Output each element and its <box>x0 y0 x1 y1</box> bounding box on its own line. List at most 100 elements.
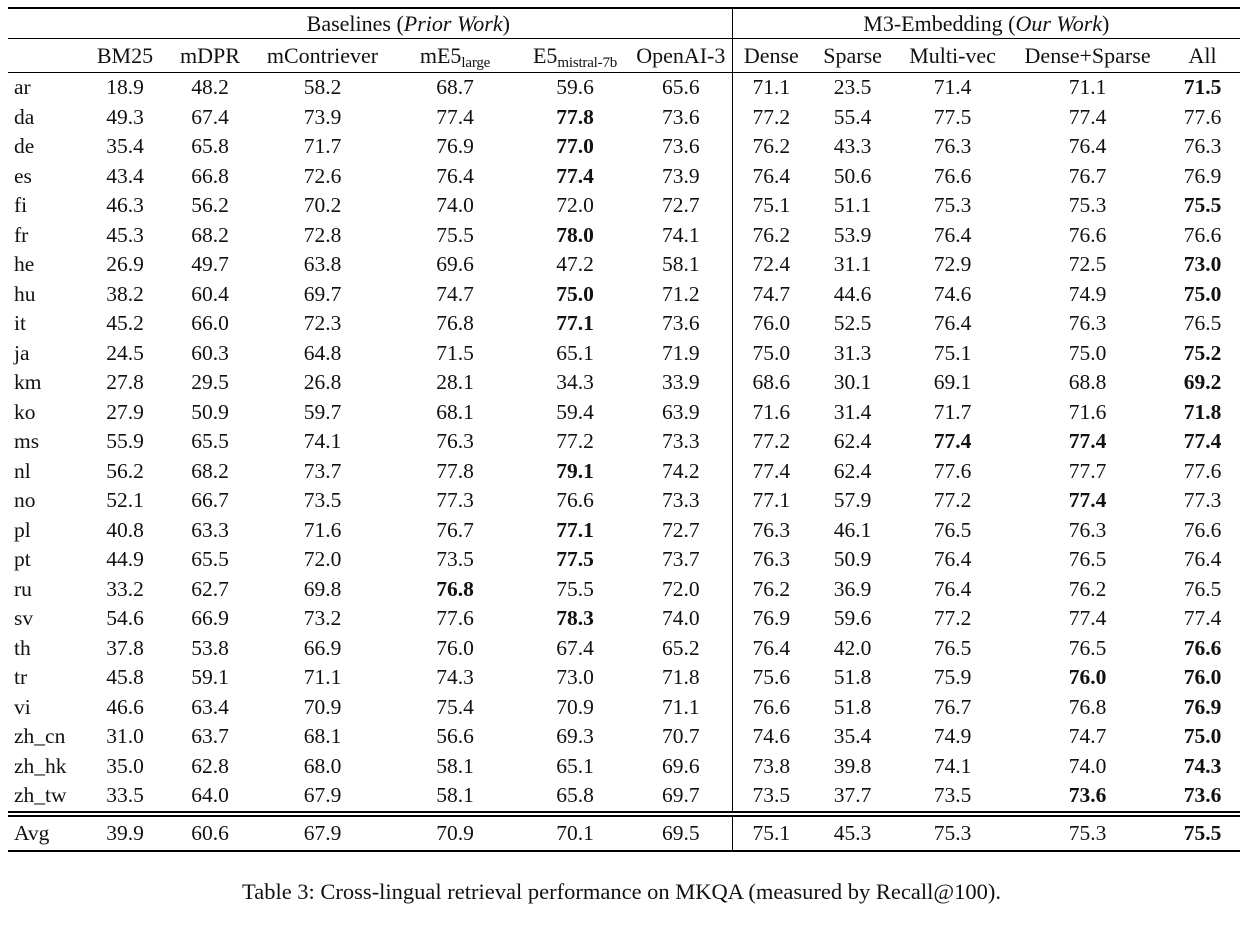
column-header-subscript: large <box>461 54 491 71</box>
table-cell: 75.1 <box>933 340 972 365</box>
table-cell: 76.5 <box>1068 635 1107 660</box>
column-header-sparse: Sparse <box>810 38 896 73</box>
table-cell: 69.3 <box>556 724 594 749</box>
table-cell: 33.5 <box>106 783 144 808</box>
table-cell: 65.8 <box>556 783 594 808</box>
column-header-mdpr: mDPR <box>165 38 255 73</box>
table-cell: 65.5 <box>191 429 229 454</box>
table-cell: 78.3 <box>556 606 594 631</box>
table-cell: 71.1 <box>303 665 342 690</box>
table-cell: 76.0 <box>436 635 474 660</box>
group-label-italic: Prior Work <box>403 10 503 36</box>
table-cell: 45.3 <box>810 810 896 851</box>
table-cell: 70.1 <box>520 810 630 851</box>
table-row-he: he 26.9 49.7 63.8 69.6 47.2 58.1 72.4 31.1 72.9 72… <box>8 250 1240 280</box>
row-label: ko <box>14 399 36 424</box>
table-cell: 63.8 <box>303 252 342 277</box>
table-cell: 74.6 <box>731 722 811 752</box>
table-cell: 49.7 <box>191 252 229 277</box>
table-body: ar 18.9 48.2 58.2 68.7 59.6 65.6 71.1 23.5 71.4 71… <box>8 72 1240 814</box>
table-cell: 77.3 <box>1183 488 1222 513</box>
table-cell: 73.6 <box>1183 783 1222 808</box>
table-cell: 31.4 <box>833 399 872 424</box>
table-cell: 56.6 <box>436 724 474 749</box>
table-cell: 73.6 <box>661 134 700 159</box>
table-cell: 71.5 <box>436 340 474 365</box>
table-cell: 75.2 <box>1183 340 1222 365</box>
table-cell: 71.2 <box>661 281 700 306</box>
table-cell: 74.9 <box>1068 281 1107 306</box>
table-cell: 73.6 <box>1068 783 1107 808</box>
table-cell: 71.7 <box>933 399 972 424</box>
table-cell: 72.5 <box>1068 252 1107 277</box>
row-label: pt <box>14 547 31 572</box>
row-label: ar <box>14 75 31 100</box>
table-cell: 31.3 <box>833 340 872 365</box>
table-cell: 70.9 <box>303 694 342 719</box>
table-cell: 59.6 <box>833 606 872 631</box>
table-cell: 77.1 <box>731 486 811 516</box>
table-cell: 76.3 <box>1183 134 1222 159</box>
table-cell: 29.5 <box>191 370 229 395</box>
table-row-vi: vi 46.6 63.4 70.9 75.4 70.9 71.1 76.6 51.8 76.7 76… <box>8 692 1240 722</box>
table-cell: 65.8 <box>191 134 229 159</box>
table-cell: 72.7 <box>661 193 700 218</box>
table-cell: 66.9 <box>303 635 342 660</box>
table-cell: 27.9 <box>106 399 144 424</box>
table-cell: 68.0 <box>303 753 342 778</box>
table-cell: 58.1 <box>661 252 700 277</box>
table-cell: 30.1 <box>833 370 872 395</box>
table-cell: 31.1 <box>833 252 872 277</box>
table-cell: 26.9 <box>106 252 144 277</box>
table-cell: 76.4 <box>436 163 474 188</box>
row-label: vi <box>14 694 31 719</box>
table-cell: 79.1 <box>556 458 594 483</box>
table-row-ms: ms 55.9 65.5 74.1 76.3 77.2 73.3 77.2 62.4 77.4 77… <box>8 427 1240 457</box>
table-cell: 35.4 <box>833 724 872 749</box>
group-label-text: Baselines ( <box>306 10 404 36</box>
table-cell: 76.6 <box>1183 517 1222 542</box>
row-label: fi <box>14 193 28 218</box>
table-cell: 73.3 <box>661 488 700 513</box>
table-cell: 76.5 <box>933 517 972 542</box>
table-cell: 75.5 <box>1165 810 1241 851</box>
table-cell: 55.9 <box>106 429 144 454</box>
table-cell: 76.6 <box>556 488 594 513</box>
table-cell: 77.5 <box>933 104 972 129</box>
table-cell: 39.8 <box>833 753 872 778</box>
row-label: zh_hk <box>14 753 67 778</box>
table-cell: 63.9 <box>661 399 700 424</box>
table-cell: 77.3 <box>436 488 474 513</box>
table-cell: 52.1 <box>106 488 144 513</box>
table-cell: 72.3 <box>303 311 342 336</box>
column-header-dense: Dense <box>731 38 811 73</box>
table-cell: 69.7 <box>661 783 700 808</box>
group-header-m3-embedding: M3-Embedding (Our Work) <box>731 8 1241 39</box>
table-cell: 77.2 <box>556 429 594 454</box>
table-row-ru: ru 33.2 62.7 69.8 76.8 75.5 72.0 76.2 36.9 76.4 76… <box>8 574 1240 604</box>
table-cell: 65.6 <box>661 75 700 100</box>
table-cell: 51.8 <box>833 665 872 690</box>
table-cell: 71.9 <box>661 340 700 365</box>
table-cell: 73.0 <box>556 665 594 690</box>
table-cell: 71.6 <box>1068 399 1107 424</box>
table-cell: 76.2 <box>731 574 811 604</box>
row-label: nl <box>14 458 31 483</box>
table-cell: 72.7 <box>661 517 700 542</box>
table-cell: 40.8 <box>106 517 144 542</box>
table-row-fi: fi 46.3 56.2 70.2 74.0 72.0 72.7 75.1 51.1 75.3 75… <box>8 191 1240 221</box>
table-cell: 69.5 <box>630 810 733 851</box>
table-cell: 71.7 <box>303 134 342 159</box>
table-cell: 37.7 <box>833 783 872 808</box>
table-cell: 73.5 <box>933 783 972 808</box>
table-row-km: km 27.8 29.5 26.8 28.1 34.3 33.9 68.6 30.1 69.1 68… <box>8 368 1240 398</box>
table-row-da: da 49.3 67.4 73.9 77.4 77.8 73.6 77.2 55.4 77.5 77… <box>8 102 1240 132</box>
row-label: zh_tw <box>14 783 67 808</box>
table-cell: 37.8 <box>106 635 144 660</box>
table-cell: 76.3 <box>436 429 474 454</box>
table-cell: 69.6 <box>436 252 474 277</box>
table-cell: 73.9 <box>303 104 342 129</box>
table-cell: 36.9 <box>833 576 872 601</box>
table-row-hu: hu 38.2 60.4 69.7 74.7 75.0 71.2 74.7 44.6 74.6 74… <box>8 279 1240 309</box>
table-cell: 31.0 <box>106 724 144 749</box>
